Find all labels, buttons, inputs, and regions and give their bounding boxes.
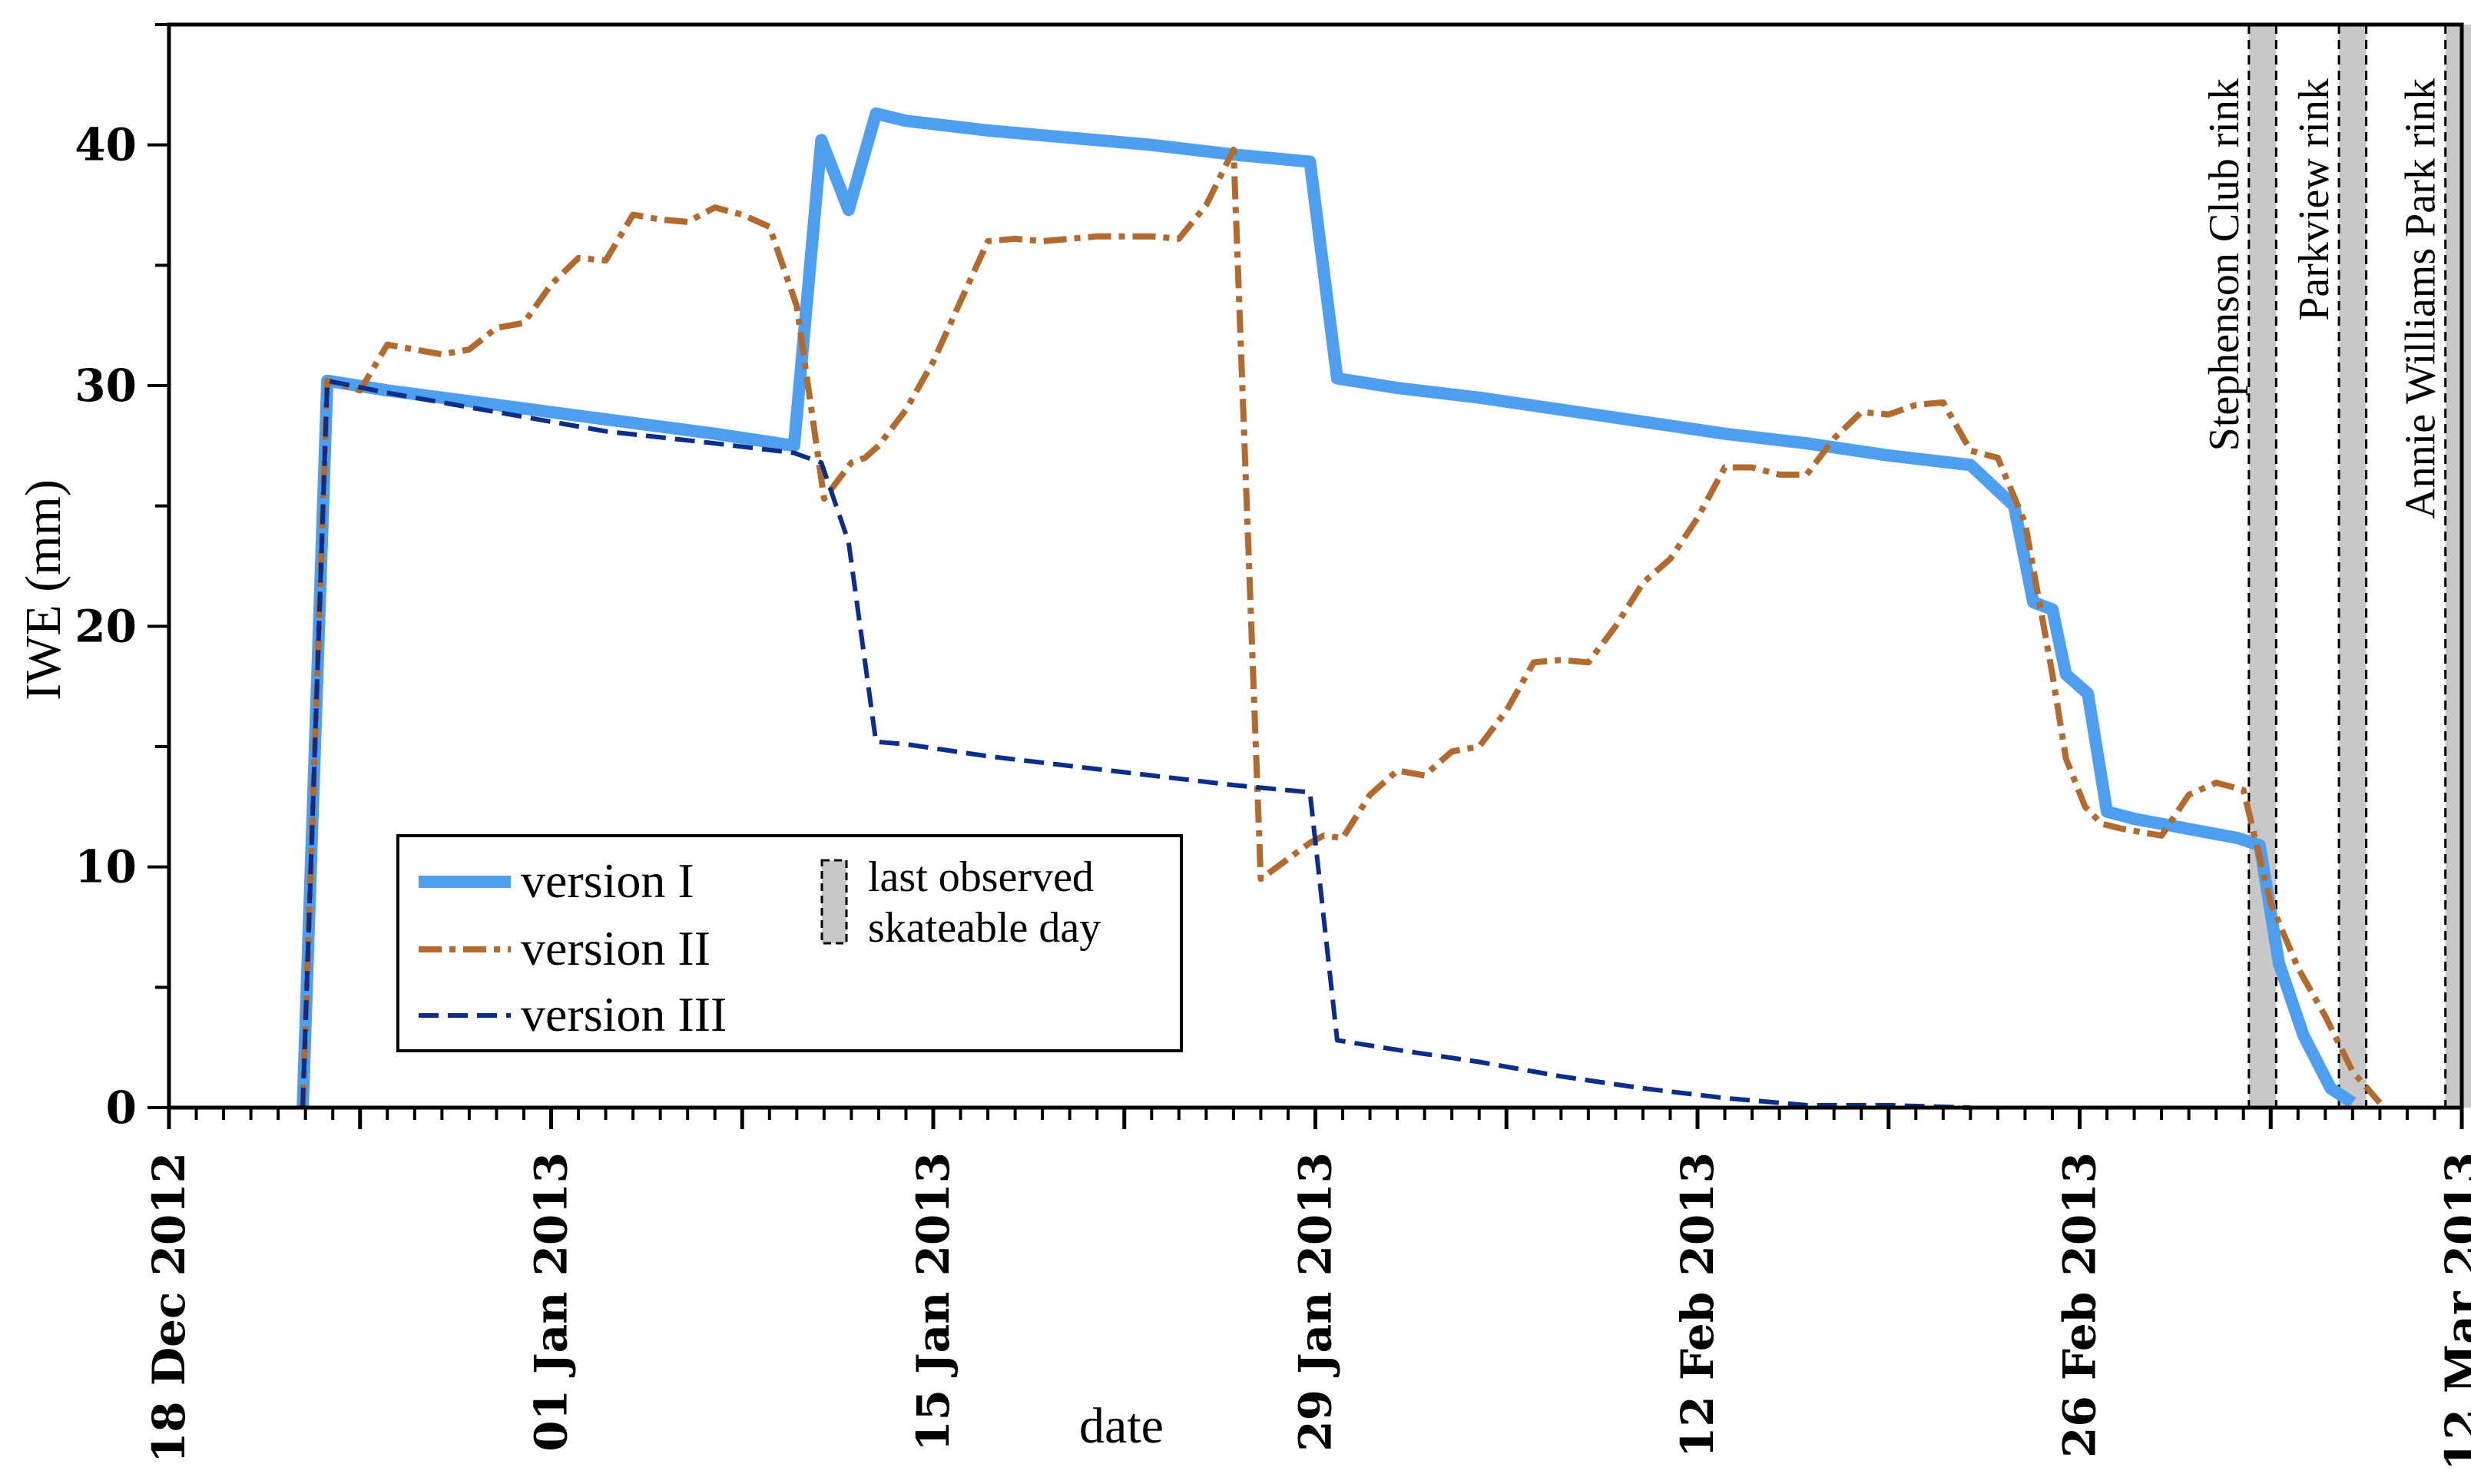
x-tick-label: 12 Mar 2013: [2436, 1152, 2471, 1471]
x-tick-label: 18 Dec 2012: [143, 1152, 195, 1463]
legend-label-version-II: version II: [521, 921, 710, 976]
y-tick-label: 10: [75, 841, 137, 893]
x-tick-label: 26 Feb 2013: [2054, 1152, 2106, 1458]
x-tick-label: 15 Jan 2013: [907, 1152, 959, 1452]
y-tick-label: 40: [75, 119, 137, 171]
axis-ticks: 18 Dec 2012 01 Jan 2013 15 Jan 2013 29 Jan …: [75, 23, 2471, 1471]
legend: version I version II version III last ob…: [396, 834, 1183, 1052]
legend-label-rink-line2: skateable day: [868, 904, 1101, 952]
rink-bands: [2247, 25, 2471, 1108]
rink-band-1: [2339, 25, 2367, 1108]
legend-swatch-rink: [820, 859, 848, 945]
y-axis-title: IWE (mm): [15, 479, 71, 701]
x-tick-label: 12 Feb 2013: [1671, 1152, 1724, 1458]
rink-label-0: Stephenson Club rink: [2201, 78, 2248, 451]
y-tick-label: 30: [75, 359, 137, 412]
rink-labels: Stephenson Club rink Parkview rink Annie W…: [2201, 78, 2445, 519]
legend-label-rink-line1: last observed: [868, 853, 1094, 901]
series-lines: [296, 107, 2383, 1110]
x-axis-title: date: [1079, 1398, 1164, 1454]
x-tick-label: 01 Jan 2013: [525, 1152, 578, 1452]
series-line-version-III: [300, 378, 1971, 1110]
legend-label-version-I: version I: [521, 853, 694, 908]
y-tick-label: 0: [106, 1082, 137, 1134]
legend-label-version-III: version III: [521, 987, 727, 1042]
y-tick-label: 20: [75, 600, 137, 652]
legend-box: [396, 834, 1183, 1052]
x-tick-label: 29 Jan 2013: [1290, 1152, 1342, 1452]
rink-label-1: Parkview rink: [2290, 78, 2338, 321]
series-line-version-II: [300, 146, 2383, 1108]
rink-label-2: Annie Williams Park rink: [2397, 78, 2445, 519]
rink-band-2: [2445, 25, 2471, 1108]
